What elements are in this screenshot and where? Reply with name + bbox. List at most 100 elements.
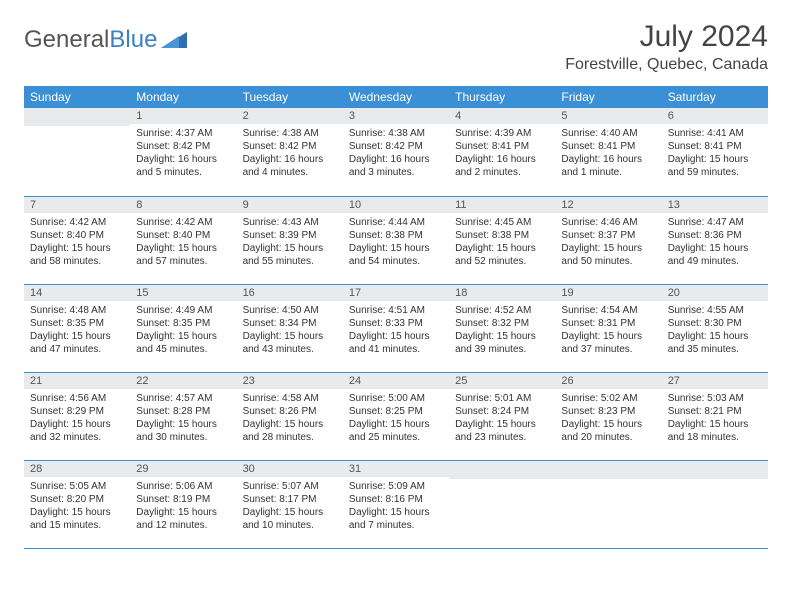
calendar-row: 14Sunrise: 4:48 AMSunset: 8:35 PMDayligh… bbox=[24, 284, 768, 372]
daylight-line: Daylight: 15 hours and 32 minutes. bbox=[30, 418, 124, 444]
day-number: 21 bbox=[24, 373, 130, 389]
cell-body: Sunrise: 4:48 AMSunset: 8:35 PMDaylight:… bbox=[24, 301, 130, 360]
weekday-header: Wednesday bbox=[343, 86, 449, 108]
daylight-line: Daylight: 15 hours and 47 minutes. bbox=[30, 330, 124, 356]
weekday-header: Sunday bbox=[24, 86, 130, 108]
day-number: 23 bbox=[237, 373, 343, 389]
sunset-line: Sunset: 8:41 PM bbox=[455, 140, 549, 153]
sunrise-line: Sunrise: 4:43 AM bbox=[243, 216, 337, 229]
weekday-header-row: SundayMondayTuesdayWednesdayThursdayFrid… bbox=[24, 86, 768, 108]
day-number bbox=[662, 461, 768, 479]
sunrise-line: Sunrise: 4:58 AM bbox=[243, 392, 337, 405]
sunrise-line: Sunrise: 5:05 AM bbox=[30, 480, 124, 493]
cell-body: Sunrise: 4:38 AMSunset: 8:42 PMDaylight:… bbox=[237, 124, 343, 183]
sunrise-line: Sunrise: 4:42 AM bbox=[30, 216, 124, 229]
day-number: 20 bbox=[662, 285, 768, 301]
calendar-cell: 31Sunrise: 5:09 AMSunset: 8:16 PMDayligh… bbox=[343, 460, 449, 548]
cell-body: Sunrise: 5:03 AMSunset: 8:21 PMDaylight:… bbox=[662, 389, 768, 448]
sunset-line: Sunset: 8:33 PM bbox=[349, 317, 443, 330]
daylight-line: Daylight: 16 hours and 3 minutes. bbox=[349, 153, 443, 179]
daylight-line: Daylight: 15 hours and 10 minutes. bbox=[243, 506, 337, 532]
calendar-body: 1Sunrise: 4:37 AMSunset: 8:42 PMDaylight… bbox=[24, 108, 768, 548]
day-number: 4 bbox=[449, 108, 555, 124]
calendar-cell: 15Sunrise: 4:49 AMSunset: 8:35 PMDayligh… bbox=[130, 284, 236, 372]
daylight-line: Daylight: 15 hours and 58 minutes. bbox=[30, 242, 124, 268]
logo-triangle-icon bbox=[161, 28, 187, 53]
day-number: 29 bbox=[130, 461, 236, 477]
day-number: 31 bbox=[343, 461, 449, 477]
sunset-line: Sunset: 8:38 PM bbox=[349, 229, 443, 242]
calendar-row: 7Sunrise: 4:42 AMSunset: 8:40 PMDaylight… bbox=[24, 196, 768, 284]
daylight-line: Daylight: 15 hours and 49 minutes. bbox=[668, 242, 762, 268]
daylight-line: Daylight: 15 hours and 39 minutes. bbox=[455, 330, 549, 356]
day-number: 19 bbox=[555, 285, 661, 301]
cell-body: Sunrise: 4:41 AMSunset: 8:41 PMDaylight:… bbox=[662, 124, 768, 183]
daylight-line: Daylight: 15 hours and 25 minutes. bbox=[349, 418, 443, 444]
sunrise-line: Sunrise: 4:44 AM bbox=[349, 216, 443, 229]
calendar-cell: 5Sunrise: 4:40 AMSunset: 8:41 PMDaylight… bbox=[555, 108, 661, 196]
day-number: 8 bbox=[130, 197, 236, 213]
daylight-line: Daylight: 15 hours and 54 minutes. bbox=[349, 242, 443, 268]
day-number: 9 bbox=[237, 197, 343, 213]
calendar-cell: 14Sunrise: 4:48 AMSunset: 8:35 PMDayligh… bbox=[24, 284, 130, 372]
daylight-line: Daylight: 16 hours and 1 minute. bbox=[561, 153, 655, 179]
calendar-cell: 25Sunrise: 5:01 AMSunset: 8:24 PMDayligh… bbox=[449, 372, 555, 460]
day-number: 13 bbox=[662, 197, 768, 213]
logo-part1: General bbox=[24, 26, 109, 53]
cell-body: Sunrise: 5:00 AMSunset: 8:25 PMDaylight:… bbox=[343, 389, 449, 448]
weekday-header: Monday bbox=[130, 86, 236, 108]
sunset-line: Sunset: 8:24 PM bbox=[455, 405, 549, 418]
cell-body: Sunrise: 4:46 AMSunset: 8:37 PMDaylight:… bbox=[555, 213, 661, 272]
cell-body: Sunrise: 4:50 AMSunset: 8:34 PMDaylight:… bbox=[237, 301, 343, 360]
sunrise-line: Sunrise: 4:40 AM bbox=[561, 127, 655, 140]
day-number: 12 bbox=[555, 197, 661, 213]
daylight-line: Daylight: 16 hours and 2 minutes. bbox=[455, 153, 549, 179]
daylight-line: Daylight: 15 hours and 43 minutes. bbox=[243, 330, 337, 356]
sunrise-line: Sunrise: 4:51 AM bbox=[349, 304, 443, 317]
cell-body: Sunrise: 4:39 AMSunset: 8:41 PMDaylight:… bbox=[449, 124, 555, 183]
sunrise-line: Sunrise: 4:47 AM bbox=[668, 216, 762, 229]
sunset-line: Sunset: 8:23 PM bbox=[561, 405, 655, 418]
sunset-line: Sunset: 8:35 PM bbox=[30, 317, 124, 330]
daylight-line: Daylight: 15 hours and 45 minutes. bbox=[136, 330, 230, 356]
day-number: 25 bbox=[449, 373, 555, 389]
calendar-cell: 26Sunrise: 5:02 AMSunset: 8:23 PMDayligh… bbox=[555, 372, 661, 460]
header: GeneralBlue July 2024 Forestville, Quebe… bbox=[24, 20, 768, 74]
sunset-line: Sunset: 8:40 PM bbox=[136, 229, 230, 242]
cell-body: Sunrise: 4:44 AMSunset: 8:38 PMDaylight:… bbox=[343, 213, 449, 272]
calendar-cell: 11Sunrise: 4:45 AMSunset: 8:38 PMDayligh… bbox=[449, 196, 555, 284]
day-number bbox=[449, 461, 555, 479]
title-block: July 2024 Forestville, Quebec, Canada bbox=[565, 20, 768, 74]
cell-body: Sunrise: 4:52 AMSunset: 8:32 PMDaylight:… bbox=[449, 301, 555, 360]
sunrise-line: Sunrise: 4:42 AM bbox=[136, 216, 230, 229]
logo-part2: Blue bbox=[109, 26, 157, 53]
sunrise-line: Sunrise: 5:02 AM bbox=[561, 392, 655, 405]
calendar-cell: 17Sunrise: 4:51 AMSunset: 8:33 PMDayligh… bbox=[343, 284, 449, 372]
calendar-cell: 9Sunrise: 4:43 AMSunset: 8:39 PMDaylight… bbox=[237, 196, 343, 284]
sunset-line: Sunset: 8:17 PM bbox=[243, 493, 337, 506]
day-number: 18 bbox=[449, 285, 555, 301]
calendar-cell: 4Sunrise: 4:39 AMSunset: 8:41 PMDaylight… bbox=[449, 108, 555, 196]
daylight-line: Daylight: 15 hours and 23 minutes. bbox=[455, 418, 549, 444]
calendar-cell: 29Sunrise: 5:06 AMSunset: 8:19 PMDayligh… bbox=[130, 460, 236, 548]
calendar-cell: 21Sunrise: 4:56 AMSunset: 8:29 PMDayligh… bbox=[24, 372, 130, 460]
daylight-line: Daylight: 15 hours and 30 minutes. bbox=[136, 418, 230, 444]
calendar-cell: 16Sunrise: 4:50 AMSunset: 8:34 PMDayligh… bbox=[237, 284, 343, 372]
sunset-line: Sunset: 8:38 PM bbox=[455, 229, 549, 242]
sunset-line: Sunset: 8:25 PM bbox=[349, 405, 443, 418]
cell-body: Sunrise: 4:51 AMSunset: 8:33 PMDaylight:… bbox=[343, 301, 449, 360]
sunrise-line: Sunrise: 4:41 AM bbox=[668, 127, 762, 140]
calendar-cell: 22Sunrise: 4:57 AMSunset: 8:28 PMDayligh… bbox=[130, 372, 236, 460]
calendar-cell: 30Sunrise: 5:07 AMSunset: 8:17 PMDayligh… bbox=[237, 460, 343, 548]
day-number: 16 bbox=[237, 285, 343, 301]
sunrise-line: Sunrise: 4:48 AM bbox=[30, 304, 124, 317]
cell-body: Sunrise: 4:56 AMSunset: 8:29 PMDaylight:… bbox=[24, 389, 130, 448]
cell-body: Sunrise: 4:43 AMSunset: 8:39 PMDaylight:… bbox=[237, 213, 343, 272]
daylight-line: Daylight: 15 hours and 18 minutes. bbox=[668, 418, 762, 444]
cell-body: Sunrise: 5:06 AMSunset: 8:19 PMDaylight:… bbox=[130, 477, 236, 536]
sunset-line: Sunset: 8:41 PM bbox=[668, 140, 762, 153]
sunset-line: Sunset: 8:39 PM bbox=[243, 229, 337, 242]
daylight-line: Daylight: 15 hours and 7 minutes. bbox=[349, 506, 443, 532]
sunrise-line: Sunrise: 4:38 AM bbox=[243, 127, 337, 140]
daylight-line: Daylight: 15 hours and 12 minutes. bbox=[136, 506, 230, 532]
